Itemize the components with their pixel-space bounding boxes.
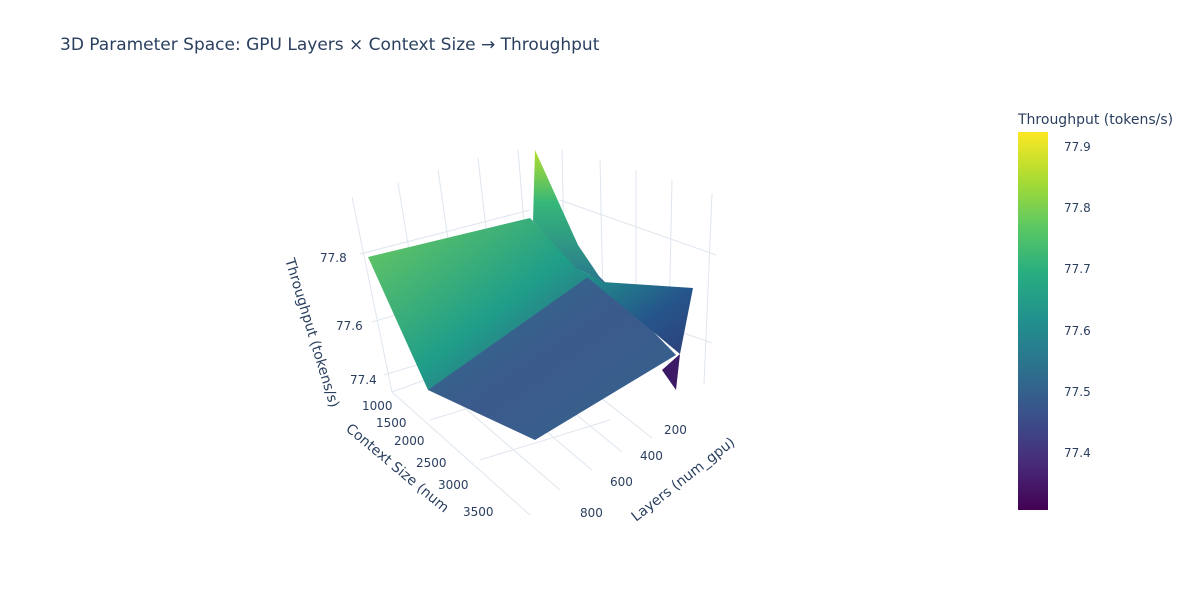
y-tick-label: 2500 xyxy=(416,456,447,470)
y-tick-label: 1000 xyxy=(362,399,393,413)
surface-face-lower xyxy=(428,272,676,440)
z-tick-label: 77.8 xyxy=(320,251,347,265)
colorbar: Throughput (tokens/s) 77.9 77.8 77.7 77.… xyxy=(1017,112,1173,510)
chart-title: 3D Parameter Space: GPU Layers × Context… xyxy=(60,35,600,55)
z-tick-label: 77.6 xyxy=(336,319,363,333)
colorbar-tick-label: 77.8 xyxy=(1064,201,1091,215)
x-tick-label: 400 xyxy=(640,449,663,463)
colorbar-title: Throughput (tokens/s) xyxy=(1017,112,1173,128)
y-tick-label: 2000 xyxy=(394,434,425,448)
surface-face-dip xyxy=(662,354,680,390)
y-tick-label: 3000 xyxy=(438,478,469,492)
surface xyxy=(368,150,693,440)
surface-face-right xyxy=(576,268,693,354)
colorbar-tick-label: 77.9 xyxy=(1064,140,1091,154)
surface-face-upper xyxy=(368,218,595,390)
colorbar-gradient xyxy=(1018,132,1048,510)
colorbar-tick-label: 77.7 xyxy=(1064,262,1091,276)
x-tick-label: 600 xyxy=(610,475,633,489)
z-tick-label: 77.4 xyxy=(350,373,377,387)
surface-face-peak xyxy=(533,150,603,282)
z-axis: 77.8 77.6 77.4 Throughput (tokens/s) xyxy=(281,251,377,410)
x-tick-label: 800 xyxy=(580,506,603,520)
colorbar-tick-label: 77.6 xyxy=(1064,324,1091,338)
z-axis-title: Throughput (tokens/s) xyxy=(281,256,342,410)
y-tick-label: 1500 xyxy=(376,416,407,430)
colorbar-tick-label: 77.4 xyxy=(1064,446,1091,460)
y-axis: 1000 1500 2000 2500 3000 3500 Context Si… xyxy=(342,399,493,519)
y-tick-label: 3500 xyxy=(463,505,494,519)
colorbar-tick-label: 77.5 xyxy=(1064,385,1091,399)
x-axis: 200 400 600 800 Layers (num_gpu) xyxy=(580,423,738,525)
x-tick-label: 200 xyxy=(664,423,687,437)
